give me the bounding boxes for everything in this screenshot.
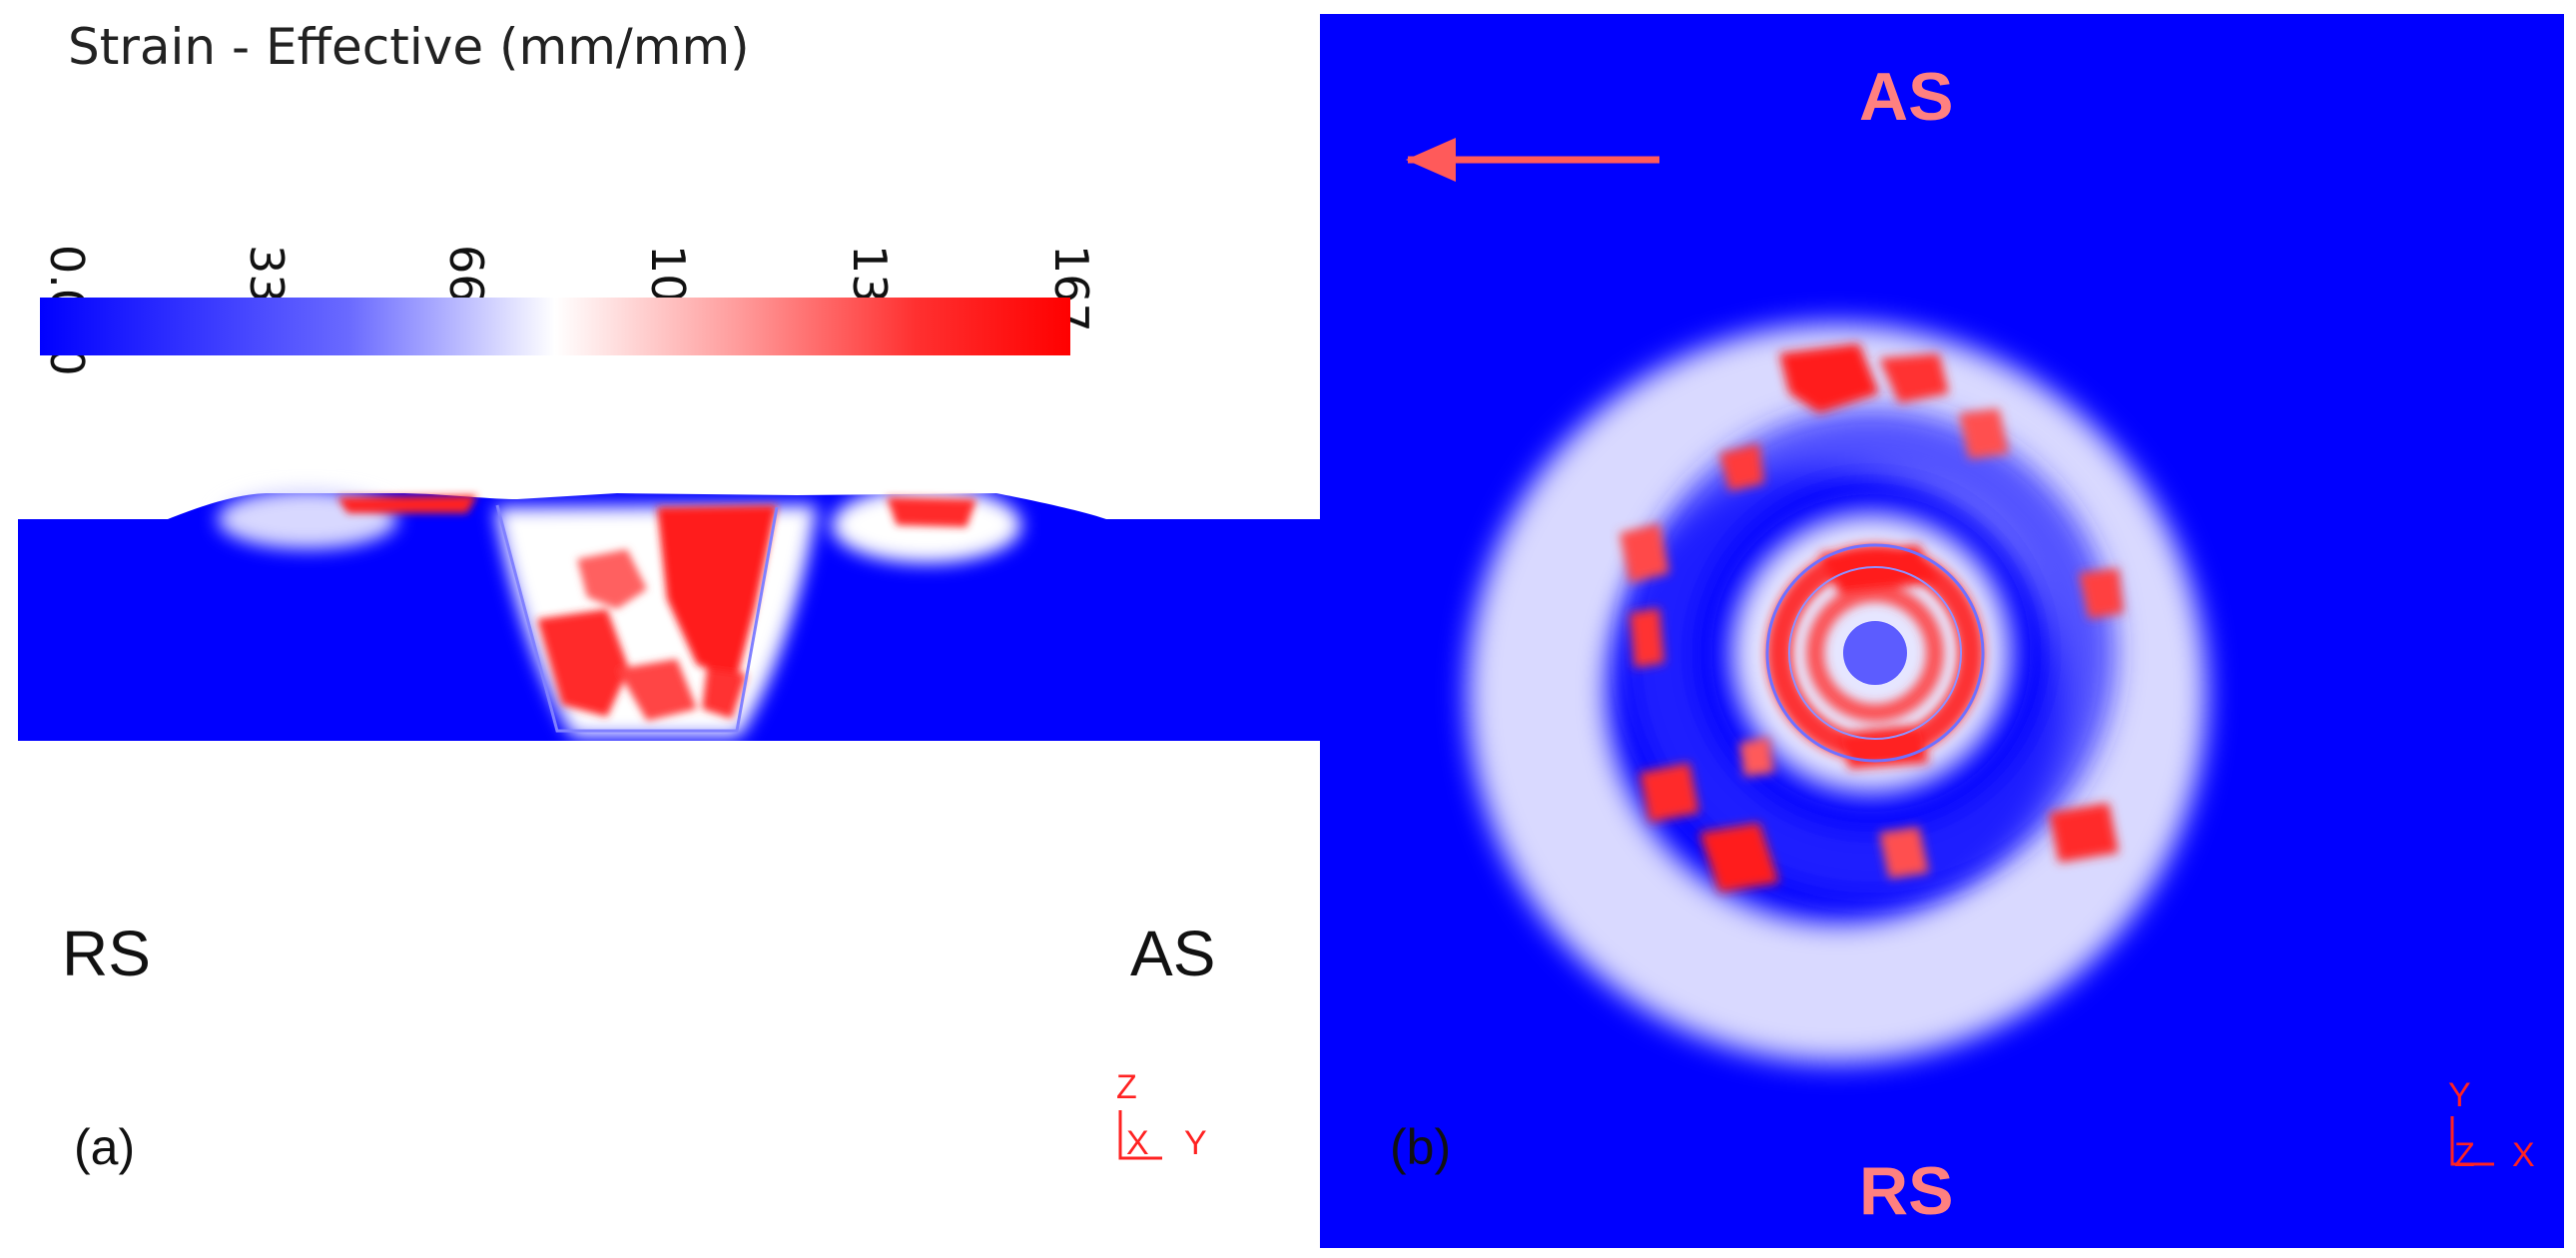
- retreating-side-label: RS: [62, 918, 151, 989]
- axis-x-label: X: [1126, 1124, 1149, 1162]
- axis-triad-a-icon: [1118, 1110, 1162, 1160]
- axis-y-label-b: Y: [2448, 1076, 2471, 1114]
- panel-b-label: (b): [1390, 1119, 1452, 1175]
- axis-z-label: Z: [1116, 1068, 1137, 1106]
- advancing-side-label: AS: [1130, 918, 1216, 989]
- panel-a-label: (a): [74, 1119, 136, 1175]
- cross-section-plot: [18, 487, 1328, 741]
- welding-direction-arrow-icon: [1406, 138, 1659, 182]
- advancing-side-label-b: AS: [1859, 59, 1954, 135]
- axis-triad-b-icon: [2450, 1116, 2494, 1166]
- top-view-plot: [1406, 138, 2207, 1062]
- legend-title: Strain - Effective (mm/mm): [68, 18, 750, 76]
- colorbar: [40, 298, 1070, 355]
- axis-z-label-b: Z: [2454, 1136, 2475, 1174]
- axis-x-label-b: X: [2512, 1136, 2535, 1174]
- axis-y-label: Y: [1184, 1124, 1207, 1162]
- stir-zone-outline: [495, 504, 779, 733]
- top-view-panel: AS RS (b) Y Z X: [1320, 14, 2564, 1248]
- retreating-side-label-b: RS: [1859, 1153, 1954, 1229]
- shoulder-outline: [1765, 543, 1985, 763]
